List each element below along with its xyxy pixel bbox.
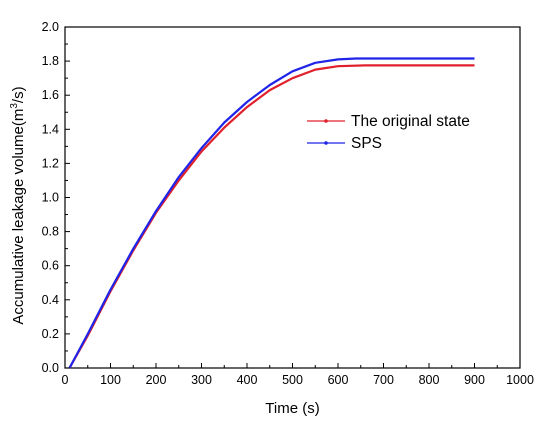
legend-label: The original state — [351, 113, 470, 130]
x-tick-label: 800 — [419, 373, 440, 387]
y-tick-label: 1.4 — [42, 122, 59, 136]
x-tick-label: 100 — [100, 373, 121, 387]
legend-label: SPS — [351, 135, 382, 152]
y-tick-label: 0.8 — [42, 225, 59, 239]
series-line-original-state — [68, 64, 475, 369]
x-tick-label: 300 — [191, 373, 212, 387]
y-tick-label: 0.6 — [42, 259, 59, 273]
y-axis-label: Accumulative leakage volume(m3/s) — [9, 86, 27, 324]
x-axis-label: Time (s) — [265, 400, 319, 417]
y-axis-label-superscript: 3 — [9, 103, 20, 109]
x-tick-label: 500 — [282, 373, 303, 387]
legend-swatch-marker — [324, 119, 328, 123]
series-line-sps — [68, 57, 475, 369]
y-tick-label: 1.2 — [42, 156, 59, 170]
y-tick-label: 0.0 — [42, 361, 59, 375]
x-tick-label: 0 — [62, 373, 69, 387]
y-axis-label-main: Accumulative leakage volume(m — [10, 109, 27, 325]
x-tick-label: 900 — [464, 373, 485, 387]
x-tick-label: 200 — [146, 373, 167, 387]
y-tick-label: 1.0 — [42, 191, 59, 205]
x-tick-label: 700 — [373, 373, 394, 387]
legend-swatch-marker — [324, 141, 328, 145]
series-layer — [68, 57, 475, 369]
y-tick-label: 1.8 — [42, 54, 59, 68]
x-tick-label: 1000 — [506, 373, 534, 387]
y-tick-label: 2.0 — [42, 20, 59, 34]
x-tick-label: 600 — [328, 373, 349, 387]
y-tick-label: 0.4 — [42, 293, 59, 307]
y-tick-label: 0.2 — [42, 327, 59, 341]
y-tick-label: 1.6 — [42, 88, 59, 102]
x-tick-label: 400 — [237, 373, 258, 387]
axis-tick-labels: 0 100 200 300 400 500 600 700 800 900 1000 0.0 0.2 0.… — [42, 20, 534, 387]
axis-ticks — [64, 26, 521, 369]
y-axis-label-tail: /s) — [10, 86, 27, 103]
legend: The original state SPS — [307, 113, 470, 152]
